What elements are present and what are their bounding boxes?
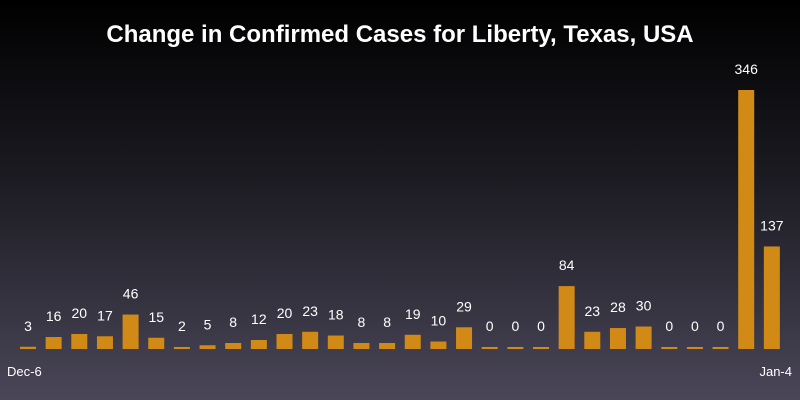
bar [173, 347, 190, 349]
bar-value-label: 16 [46, 308, 62, 324]
bar-value-label: 17 [97, 307, 113, 323]
bar [584, 331, 601, 349]
bar-value-label: 3 [24, 318, 32, 334]
bar-value-label: 15 [148, 309, 164, 325]
bar [225, 343, 242, 349]
bar-value-label: 0 [511, 318, 519, 334]
bar [353, 343, 370, 349]
bar [45, 337, 62, 349]
bar [71, 334, 88, 349]
bar-value-label: 23 [585, 303, 601, 319]
bar-value-label: 5 [204, 316, 212, 332]
bar-value-label: 137 [760, 217, 784, 233]
bar [609, 328, 626, 349]
bar [379, 343, 396, 349]
bar [430, 341, 447, 349]
bar-value-label: 0 [691, 318, 699, 334]
x-tick-label-first: Dec-6 [7, 364, 42, 379]
bar [456, 327, 473, 349]
bar-value-label: 20 [277, 305, 293, 321]
bar-value-label: 8 [229, 314, 237, 330]
bar-value-label: 2 [178, 318, 186, 334]
bar [122, 314, 139, 349]
bar [507, 347, 524, 349]
bar-value-label: 29 [456, 298, 472, 314]
bars-group [20, 90, 780, 349]
bar-value-label: 30 [636, 298, 652, 314]
bar [712, 347, 729, 349]
bar-value-label: 20 [72, 305, 88, 321]
bar [327, 335, 344, 349]
bar [148, 337, 165, 349]
bar [20, 346, 36, 349]
bar-value-label: 23 [302, 303, 318, 319]
data-labels-group: 3 16 20 17 46 15 2 5 8 12 20 23 18 8 8 19 10 29 0 0 0 84 23 28 3… [24, 61, 784, 334]
bar-value-label: 84 [559, 257, 575, 273]
bar [96, 336, 113, 349]
bar [276, 334, 293, 349]
bar-value-label: 10 [431, 313, 447, 329]
bar [763, 246, 780, 349]
bar [250, 340, 267, 349]
bar-value-label: 28 [610, 299, 626, 315]
bar [533, 347, 549, 349]
bar-value-label: 12 [251, 311, 267, 327]
bar [558, 286, 575, 349]
bar [199, 345, 216, 349]
x-tick-labels-group: Dec-6 Jan-4 [7, 364, 792, 379]
bar [661, 347, 678, 349]
bar-value-label: 0 [537, 318, 545, 334]
bar-value-label: 346 [735, 61, 759, 77]
x-tick-label-last: Jan-4 [759, 364, 792, 379]
bar [404, 334, 421, 349]
bar [738, 90, 755, 349]
chart-title: Change in Confirmed Cases for Liberty, T… [106, 21, 694, 48]
bar-value-label: 19 [405, 306, 421, 322]
bar [481, 347, 498, 349]
bar-value-label: 0 [486, 318, 494, 334]
bar-value-label: 0 [717, 318, 725, 334]
bar-value-label: 46 [123, 286, 139, 302]
bar-value-label: 8 [383, 314, 391, 330]
bar-value-label: 0 [665, 318, 673, 334]
bar [686, 347, 703, 349]
bar [302, 331, 319, 349]
bar [635, 326, 652, 349]
bar-value-label: 8 [358, 314, 366, 330]
bar-value-label: 18 [328, 307, 344, 323]
